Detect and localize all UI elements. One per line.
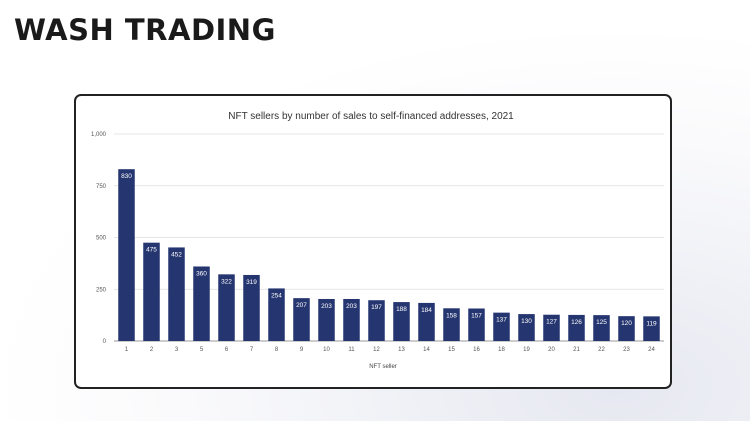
bar xyxy=(143,242,160,341)
x-tick-label: 8 xyxy=(275,347,279,353)
bar xyxy=(243,274,260,341)
bar xyxy=(193,266,210,341)
y-tick-label: 750 xyxy=(96,184,107,190)
bar-data-label: 830 xyxy=(121,173,132,180)
bar xyxy=(493,312,510,341)
x-tick-label: 15 xyxy=(448,347,455,353)
x-tick-label: 23 xyxy=(623,347,630,353)
bar-data-label: 137 xyxy=(496,317,507,324)
bar xyxy=(518,314,535,341)
bar xyxy=(643,316,660,341)
y-axis-ticks: 0 250 500 750 1,000 xyxy=(91,132,107,345)
x-tick-label: 20 xyxy=(548,347,555,353)
bar-data-label: 452 xyxy=(171,251,182,258)
x-tick-label: 24 xyxy=(648,347,655,353)
bar-data-label: 207 xyxy=(296,302,307,309)
x-tick-label: 18 xyxy=(498,347,505,353)
bar-data-label: 184 xyxy=(421,307,432,314)
bar-data-label: 254 xyxy=(271,292,282,299)
bar xyxy=(318,298,335,341)
x-tick-label: 6 xyxy=(225,347,229,353)
x-axis-label: NFT seller xyxy=(369,364,397,370)
bar-chart: NFT sellers by number of sales to self-f… xyxy=(91,111,664,370)
x-tick-label: 2 xyxy=(150,347,154,353)
bar-data-label: 125 xyxy=(596,319,607,326)
bar-data-label: 157 xyxy=(471,313,482,320)
bar xyxy=(568,314,585,341)
bar xyxy=(618,316,635,341)
bar-data-label: 130 xyxy=(521,318,532,325)
bar-data-label: 120 xyxy=(621,320,632,327)
x-tick-label: 5 xyxy=(200,347,204,353)
chart-card: NFT sellers by number of sales to self-f… xyxy=(74,94,672,389)
bar xyxy=(443,308,460,341)
x-tick-label: 3 xyxy=(175,347,179,353)
y-tick-label: 1,000 xyxy=(91,132,107,138)
bar xyxy=(368,300,385,341)
bar-data-label: 119 xyxy=(646,320,657,327)
bar xyxy=(343,298,360,341)
y-tick-label: 250 xyxy=(96,287,107,293)
x-tick-label: 10 xyxy=(323,347,330,353)
bar-data-label: 475 xyxy=(146,247,157,254)
x-axis-ticks: 1 2 3 5 6 7 8 9 10 11 12 13 14 15 16 18 19 20 21 22 23 24 xyxy=(125,347,656,353)
slide-title: WASH TRADING xyxy=(14,13,276,47)
x-tick-label: 7 xyxy=(250,347,254,353)
x-tick-label: 22 xyxy=(598,347,605,353)
x-tick-label: 14 xyxy=(423,347,430,353)
bar-data-label: 322 xyxy=(221,278,232,285)
bar xyxy=(293,298,310,341)
bar-data-label: 127 xyxy=(546,319,557,326)
x-tick-label: 21 xyxy=(573,347,580,353)
bar xyxy=(418,302,435,341)
bars xyxy=(118,169,660,341)
bar xyxy=(268,288,285,341)
x-tick-label: 12 xyxy=(373,347,380,353)
x-tick-label: 11 xyxy=(348,347,355,353)
bar xyxy=(543,314,560,341)
bar xyxy=(218,274,235,341)
x-tick-label: 13 xyxy=(398,347,405,353)
y-tick-label: 500 xyxy=(96,236,107,242)
bar-data-label: 197 xyxy=(371,304,382,311)
chart-title: NFT sellers by number of sales to self-f… xyxy=(228,111,514,122)
x-tick-label: 16 xyxy=(473,347,480,353)
bar-data-label: 203 xyxy=(346,303,357,310)
x-tick-label: 9 xyxy=(300,347,304,353)
bar xyxy=(393,302,410,341)
bar-data-label: 188 xyxy=(396,306,407,313)
bar xyxy=(118,169,135,341)
bar xyxy=(168,247,185,341)
x-tick-label: 19 xyxy=(523,347,530,353)
y-tick-label: 0 xyxy=(103,339,107,345)
bar-data-label: 319 xyxy=(246,279,257,286)
bar xyxy=(468,308,485,341)
data-labels: 830 475 452 360 322 319 254 207 203 203 197 188 184 1… xyxy=(121,173,657,327)
bar-data-label: 158 xyxy=(446,312,457,319)
bar-data-label: 126 xyxy=(571,319,582,326)
x-tick-label: 1 xyxy=(125,347,129,353)
bar-data-label: 203 xyxy=(321,303,332,310)
bar xyxy=(593,315,610,341)
bar-data-label: 360 xyxy=(196,270,207,277)
